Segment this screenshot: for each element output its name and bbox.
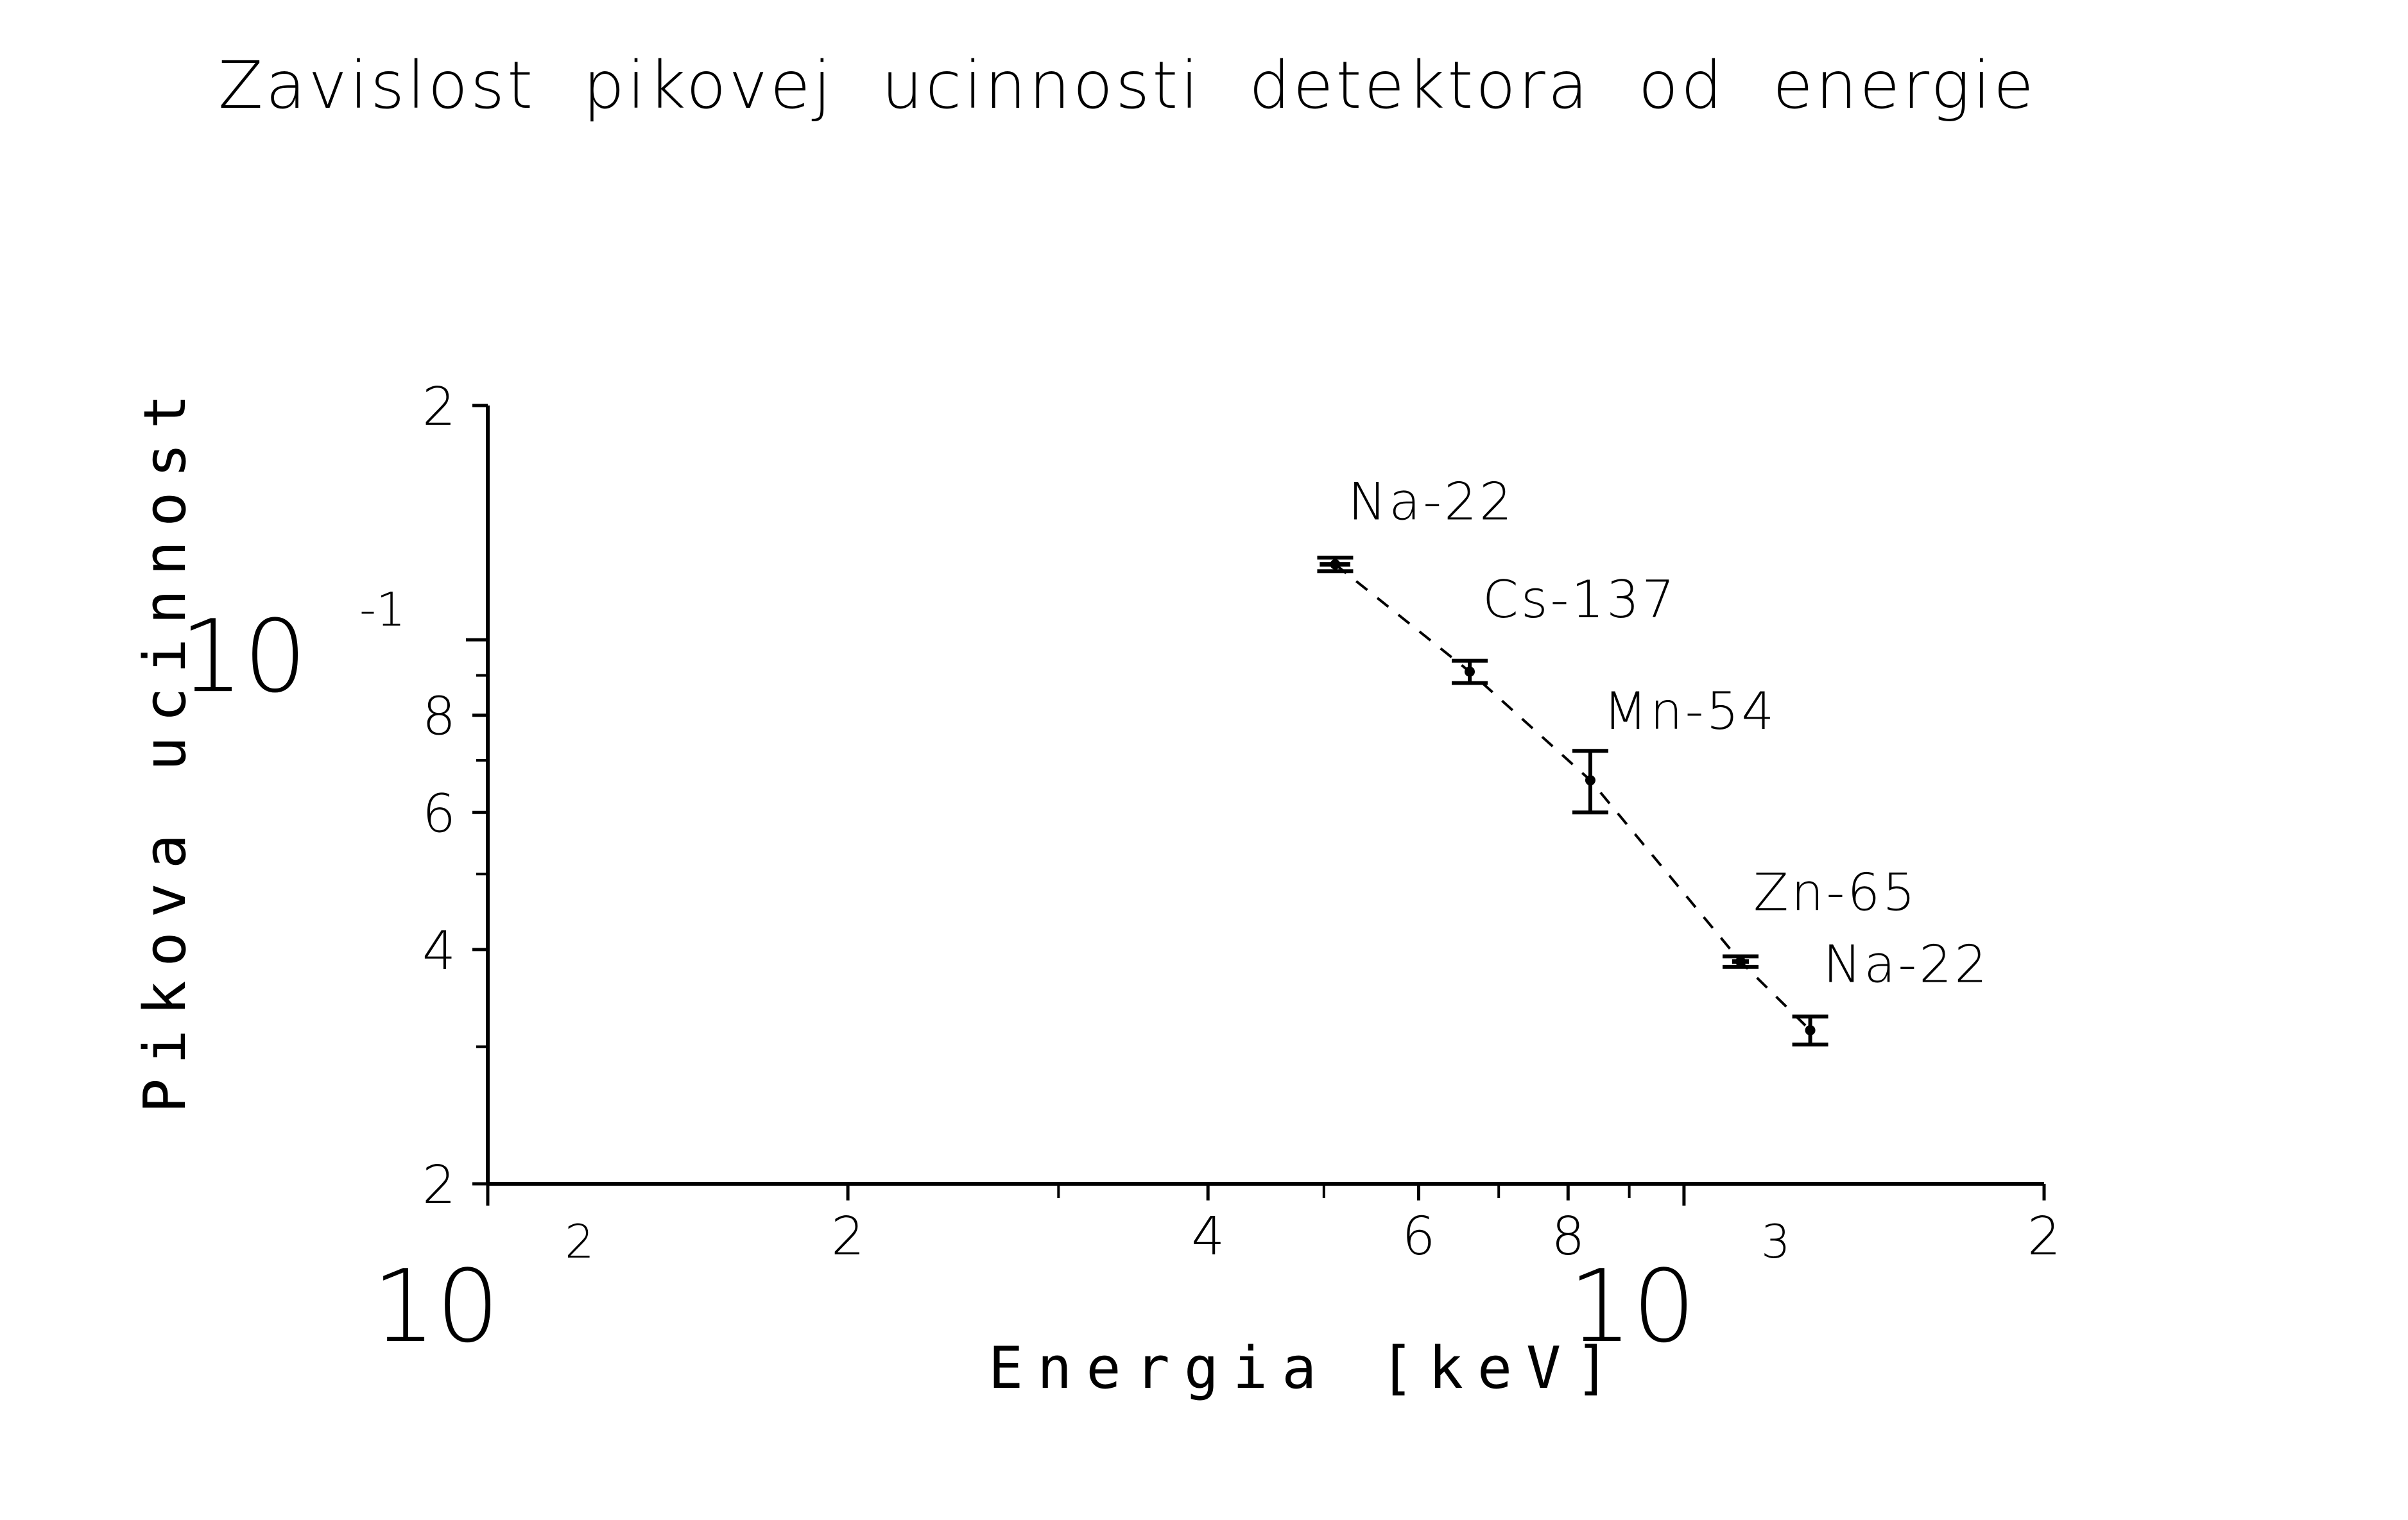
- point-marker: [1805, 1025, 1816, 1036]
- x-tick-label: 2: [2027, 1206, 2061, 1267]
- point-label: Cs-137: [1483, 570, 1677, 629]
- chart-title: Zavislost pikovej ucinnosti detektora od…: [218, 47, 2036, 124]
- y-major-tick-label: 10: [180, 598, 307, 715]
- y-tick-label: 4: [422, 921, 456, 982]
- data-points: Na-22 Cs-137 Mn-54 Zn-65 Na-22: [1317, 472, 1990, 1046]
- y-tick-label: 2: [422, 1155, 456, 1216]
- axis-ticks: 10 2 10 3 2 4 6 8 2 10 -1 2 4 6 8 2: [180, 377, 2061, 1365]
- x-major-tick-exponent: 2: [565, 1215, 594, 1268]
- y-tick-label: 6: [422, 783, 456, 844]
- data-point: Mn-54: [1572, 681, 1776, 815]
- point-label: Zn-65: [1753, 863, 1918, 923]
- y-tick-label: 8: [422, 687, 456, 747]
- y-major-tick-exponent: -1: [359, 583, 406, 636]
- point-marker: [1585, 775, 1595, 786]
- x-tick-label: 2: [831, 1206, 864, 1267]
- point-label: Mn-54: [1603, 681, 1776, 741]
- x-major-tick-label: 10: [372, 1248, 500, 1365]
- x-tick-label: 8: [1551, 1206, 1585, 1267]
- point-marker: [1465, 666, 1475, 677]
- x-tick-label: 4: [1191, 1206, 1225, 1267]
- point-marker: [1330, 559, 1341, 570]
- x-major-tick-label: 10: [1569, 1248, 1696, 1365]
- x-axis-label: Energia [keV]: [988, 1335, 1624, 1402]
- y-axis-label: Pikova ucinnost: [132, 380, 199, 1113]
- data-point: Na-22: [1792, 935, 1990, 1046]
- data-point: Cs-137: [1452, 570, 1677, 685]
- x-tick-label: 6: [1402, 1206, 1435, 1267]
- axes: [486, 406, 2044, 1186]
- y-tick-label: 2: [422, 377, 456, 438]
- point-label: Na-22: [1823, 935, 1990, 995]
- point-label: Na-22: [1348, 472, 1515, 532]
- x-major-tick-exponent: 3: [1761, 1215, 1791, 1268]
- point-marker: [1735, 956, 1746, 967]
- data-point: Na-22: [1317, 472, 1515, 574]
- data-point: Zn-65: [1723, 863, 1918, 969]
